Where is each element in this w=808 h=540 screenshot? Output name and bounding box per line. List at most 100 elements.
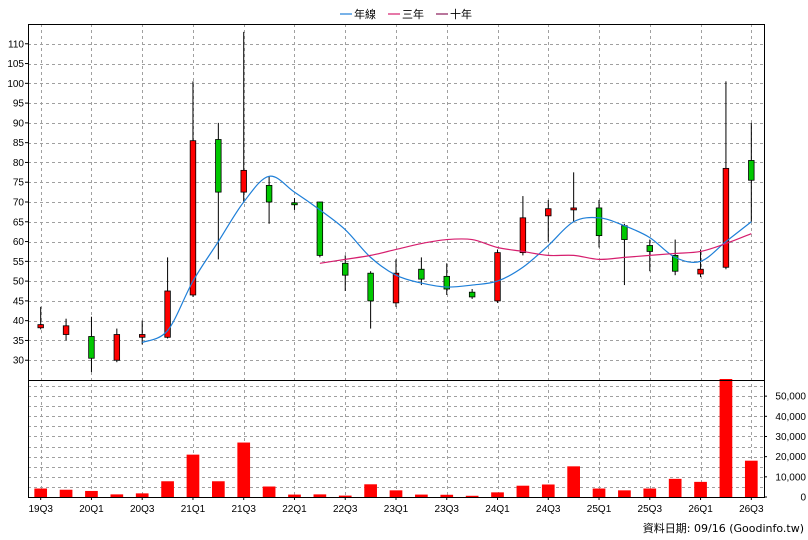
candle-body (392, 272, 400, 304)
candle-body (88, 336, 95, 359)
volume-bar (288, 494, 301, 497)
volume-bar (135, 493, 149, 497)
volume-bar (59, 489, 73, 497)
x-tick-label: 19Q3 (28, 504, 53, 515)
candle-body (418, 268, 425, 280)
price-tick-label: 40 (13, 316, 25, 327)
x-tick-label: 23Q1 (384, 504, 409, 515)
volume-axis: 0 10,000 20,000 30,000 40,000 50,000 (764, 380, 806, 504)
candle-body (139, 334, 146, 338)
volume-tick-label: 20,000 (775, 452, 806, 463)
price-axis: 30 35 40 45 50 55 60 65 70 75 80 85 90 95 100 105 110 (7, 39, 28, 367)
price-tick-label: 70 (13, 198, 25, 209)
candle-body (37, 324, 44, 329)
volume-bar (491, 492, 504, 497)
candle-body (291, 202, 298, 206)
three-year-line (319, 233, 752, 264)
x-tick-label: 20Q1 (79, 504, 104, 515)
volume-tick-label: 30,000 (775, 432, 806, 443)
candle-body (646, 245, 653, 252)
volume-bar (338, 495, 352, 497)
volume-tick-label: 40,000 (775, 412, 806, 423)
x-tick-label: 25Q1 (587, 504, 612, 515)
legend-label-1: 三年 (402, 7, 424, 21)
x-tick-label: 23Q3 (435, 504, 460, 515)
price-tick-label: 90 (13, 118, 25, 129)
price-tick-label: 45 (13, 296, 25, 307)
candle-body (443, 275, 450, 290)
candle-body (316, 201, 324, 256)
volume-bar (313, 494, 327, 497)
volume-bar (744, 460, 758, 497)
candlesticks (37, 31, 755, 373)
x-tick-label: 24Q3 (536, 504, 561, 515)
volume-bar (541, 484, 555, 497)
volume-bar (719, 378, 733, 497)
volume-panel-frame (28, 380, 765, 498)
x-tick-label: 21Q3 (231, 504, 256, 515)
volume-bar (643, 488, 657, 497)
price-tick-label: 100 (7, 79, 24, 90)
candle-body (570, 207, 577, 211)
volume-tick-label: 10,000 (775, 472, 806, 483)
candle-body (545, 208, 552, 217)
volume-bar (237, 442, 251, 497)
candle-body (113, 334, 121, 361)
volume-bar (85, 490, 98, 497)
volume-tick-label: 0 (800, 493, 806, 504)
volume-bar (440, 494, 454, 497)
volume-bar (186, 454, 200, 497)
candle-body (697, 268, 704, 275)
price-tick-label: 65 (13, 217, 25, 228)
candle-body (722, 167, 730, 268)
candle-body (189, 140, 197, 296)
volume-bar (262, 486, 276, 497)
volume-bar (516, 485, 530, 497)
candle-body (621, 225, 628, 240)
candle-body (367, 272, 374, 302)
volume-bar (389, 490, 403, 497)
chart-frames (28, 24, 765, 498)
data-date-footer: 資料日期: 09/16 (Goodinfo.tw) (643, 521, 804, 535)
volume-bar (212, 481, 225, 497)
volume-bar (364, 484, 377, 497)
price-tick-label: 35 (13, 336, 25, 347)
candle-body (265, 184, 273, 203)
year-line (141, 175, 752, 343)
candle-body (342, 262, 349, 276)
moving-average-lines (141, 175, 752, 343)
x-tick-label: 22Q1 (282, 504, 307, 515)
volume-bar (694, 481, 707, 497)
candle-body (595, 207, 603, 237)
legend-label-2: 十年 (450, 7, 472, 21)
price-tick-label: 95 (13, 99, 25, 110)
x-tick-label: 24Q1 (485, 504, 510, 515)
x-tick-label: 26Q3 (739, 504, 764, 515)
price-tick-label: 105 (7, 59, 24, 70)
volume-tick-label: 50,000 (775, 392, 806, 403)
candle-body (62, 325, 70, 335)
candle-body (164, 290, 171, 338)
candle-body (494, 252, 501, 302)
volume-bar (110, 494, 124, 497)
x-tick-label: 20Q3 (130, 504, 155, 515)
volume-bar (415, 494, 428, 497)
x-tick-label: 25Q3 (638, 504, 663, 515)
price-tick-label: 55 (13, 257, 25, 268)
volume-bar (592, 488, 606, 497)
volume-bar (465, 495, 479, 497)
price-tick-label: 75 (13, 178, 25, 189)
candle-body (519, 217, 527, 254)
volume-bar (34, 488, 48, 497)
volume-bar (567, 466, 580, 497)
candle-body (468, 291, 476, 298)
x-tick-label: 26Q1 (688, 504, 713, 515)
x-tick-label: 22Q3 (333, 504, 358, 515)
candle-body (240, 169, 247, 193)
price-tick-label: 110 (8, 39, 24, 50)
price-tick-label: 50 (13, 277, 25, 288)
legend-label-0: 年線 (354, 7, 376, 21)
price-tick-label: 80 (13, 158, 25, 169)
x-axis: 19Q3 20Q1 20Q3 21Q1 21Q3 22Q1 22Q3 23Q1 23Q3 24Q1… (28, 497, 764, 515)
